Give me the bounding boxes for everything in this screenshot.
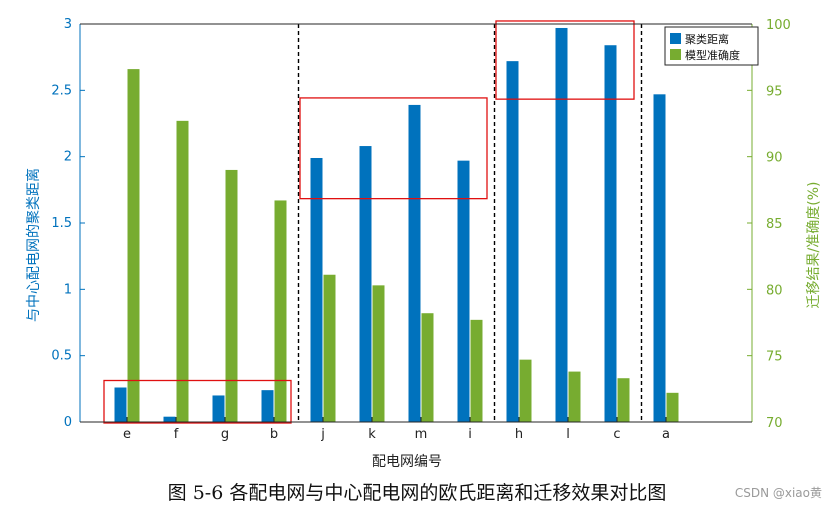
highlight-box [299,97,488,200]
bar-l-accuracy [568,371,581,422]
right-y-axis-label: 迁移结果/准确度(%) [806,182,822,309]
right-tick-label: 75 [766,350,783,365]
left-tick-label: 1.5 [51,216,72,231]
group-separators [297,24,643,422]
left-y-axis-label: 与中心配电网的聚类距离 [25,168,42,322]
bar-c-accuracy [617,378,630,422]
bar-g-accuracy [225,169,238,422]
left-tick-label: 2.5 [51,83,72,98]
bar-g-distance [212,395,225,422]
bar-b-accuracy [274,200,287,422]
highlight-boxes [103,20,635,424]
x-tick-label: e [123,427,131,442]
x-tick-label: k [368,427,376,442]
bar-h-accuracy [519,359,532,422]
right-tick-label: 90 [766,151,783,166]
left-tick-label: 1 [64,282,72,297]
bar-j-accuracy [323,274,336,422]
legend-label: 模型准确度 [685,48,740,62]
watermark: CSDN @xiao黄 [734,486,822,500]
bar-k-accuracy [372,285,385,422]
bar-f-accuracy [176,120,189,422]
x-tick-label: c [613,427,620,442]
bar-b-distance [261,390,274,422]
bars [114,27,679,423]
x-tick-label: l [566,427,570,442]
bar-k-distance [359,146,372,422]
bar-j-distance [310,157,323,422]
bar-c-distance [604,45,617,423]
right-tick-label: 100 [766,18,791,33]
x-tick-label: i [468,427,472,442]
axes [79,23,753,423]
legend-label: 聚类距离 [685,32,729,46]
bar-i-accuracy [470,319,483,422]
bar-a-accuracy [666,392,679,422]
left-tick-label: 3 [64,17,72,32]
bar-l-distance [555,27,568,422]
figure-caption: 图 5-6 各配电网与中心配电网的欧氏距离和迁移效果对比图 [167,482,667,504]
bar-e-accuracy [127,69,140,423]
axis-ticks [80,23,752,423]
legend-swatch [670,49,681,60]
x-tick-label: j [320,427,325,442]
bar-i-distance [457,160,470,422]
tick-labels: 0 0.5 1 1.5 2 2.5 3 70 75 80 85 90 95 100 e f g b j k m i h l c a [51,17,791,442]
x-tick-label: f [174,427,179,442]
right-tick-label: 85 [766,217,783,232]
bar-h-distance [506,61,519,422]
legend-swatch [670,33,681,44]
x-tick-label: m [415,427,428,442]
right-tick-label: 95 [766,84,783,99]
left-tick-label: 0.5 [51,349,72,364]
bar-m-distance [408,104,421,422]
bar-e-distance [114,387,127,422]
bar-a-distance [653,94,666,423]
highlight-box [103,379,292,424]
right-tick-label: 70 [766,416,783,431]
bar-chart: 0 0.5 1 1.5 2 2.5 3 70 75 80 85 90 95 100 e f g b j k m i h l c a… [25,17,822,470]
x-tick-label: a [662,427,670,442]
right-tick-label: 80 [766,283,783,298]
left-tick-label: 2 [64,150,72,165]
left-tick-label: 0 [64,415,72,430]
x-tick-label: g [221,427,229,442]
x-tick-label: h [515,427,523,442]
x-tick-label: b [270,427,278,442]
bar-f-distance [163,416,176,422]
x-axis-label: 配电网编号 [372,454,442,470]
highlight-box [495,20,635,100]
bar-m-accuracy [421,313,434,422]
